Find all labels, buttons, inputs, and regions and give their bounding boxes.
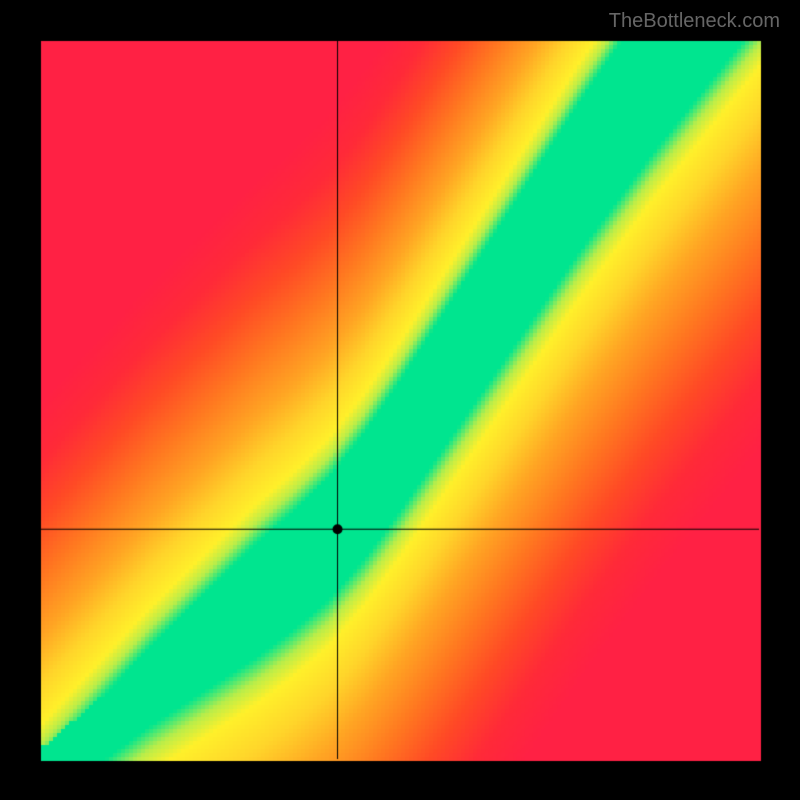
bottleneck-heatmap [0,0,800,800]
watermark-text: TheBottleneck.com [609,10,780,33]
chart-container: TheBottleneck.com [0,0,800,800]
